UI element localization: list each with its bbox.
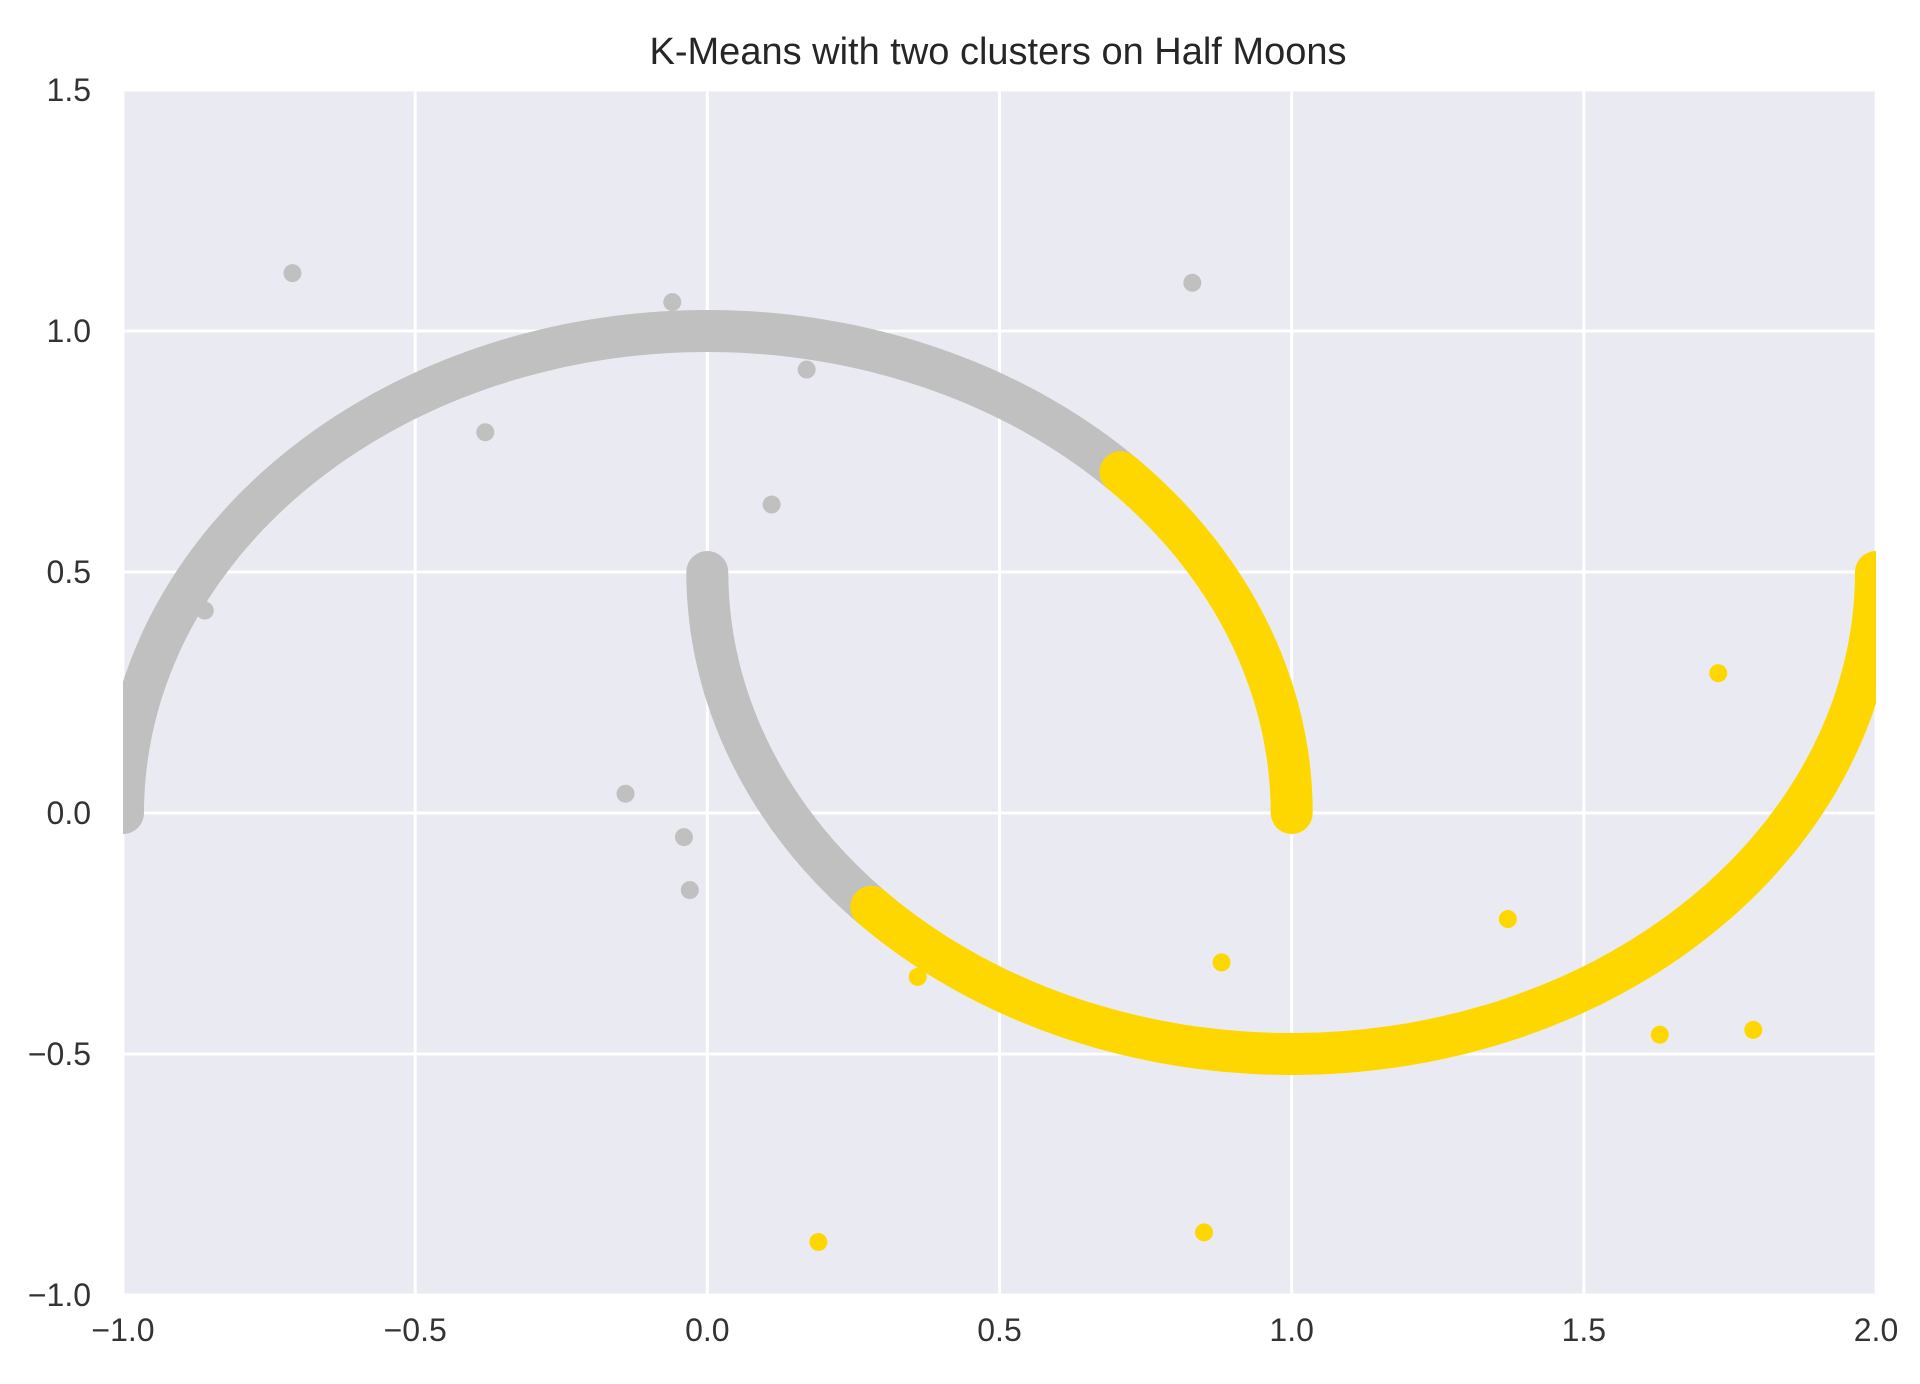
x-tick-label: 1.5 bbox=[1562, 1312, 1606, 1348]
y-tick-label: −1.0 bbox=[28, 1277, 91, 1313]
scatter-points bbox=[123, 264, 1876, 1251]
x-tick-label: −0.5 bbox=[384, 1312, 447, 1348]
x-tick-label: 0.0 bbox=[685, 1312, 729, 1348]
y-tick-label: −0.5 bbox=[28, 1036, 91, 1072]
y-tick-label: 1.5 bbox=[47, 72, 91, 108]
outlier-point bbox=[1212, 953, 1231, 972]
y-tick-label: 1.0 bbox=[47, 313, 91, 349]
outlier-point bbox=[680, 881, 699, 900]
outlier-point bbox=[1498, 910, 1517, 929]
x-axis-ticks: −1.0 −0.5 0.0 0.5 1.0 1.5 2.0 bbox=[91, 1312, 1898, 1348]
outlier-point bbox=[476, 423, 495, 442]
dense-point-arc bbox=[1099, 451, 1313, 834]
outlier-point bbox=[195, 601, 214, 620]
x-tick-label: 1.0 bbox=[1269, 1312, 1313, 1348]
x-tick-label: 2.0 bbox=[1854, 1312, 1898, 1348]
outlier-point bbox=[283, 264, 302, 283]
outlier-point bbox=[1744, 1020, 1763, 1039]
outlier-point bbox=[762, 495, 781, 514]
outlier-point bbox=[1183, 273, 1202, 292]
series-grey bbox=[123, 264, 1202, 928]
outlier-point bbox=[1650, 1025, 1669, 1044]
outlier-point bbox=[1709, 664, 1728, 683]
dense-point-arc bbox=[686, 551, 893, 928]
y-tick-label: 0.5 bbox=[47, 554, 91, 590]
dense-point-arc bbox=[123, 310, 1142, 834]
outlier-point bbox=[663, 293, 682, 312]
outlier-point bbox=[797, 360, 816, 379]
chart-title: K-Means with two clusters on Half Moons bbox=[650, 31, 1347, 73]
outlier-point bbox=[809, 1232, 828, 1251]
outlier-point bbox=[908, 967, 927, 986]
dense-point-arc bbox=[850, 551, 1876, 1075]
y-axis-ticks: −1.0 −0.5 0.0 0.5 1.0 1.5 bbox=[28, 72, 91, 1313]
series-gold bbox=[809, 451, 1876, 1251]
x-tick-label: 0.5 bbox=[977, 1312, 1021, 1348]
x-tick-label: −1.0 bbox=[91, 1312, 154, 1348]
outlier-point bbox=[616, 784, 635, 803]
y-tick-label: 0.0 bbox=[47, 795, 91, 831]
outlier-point bbox=[674, 828, 693, 847]
outlier-point bbox=[1195, 1223, 1214, 1242]
